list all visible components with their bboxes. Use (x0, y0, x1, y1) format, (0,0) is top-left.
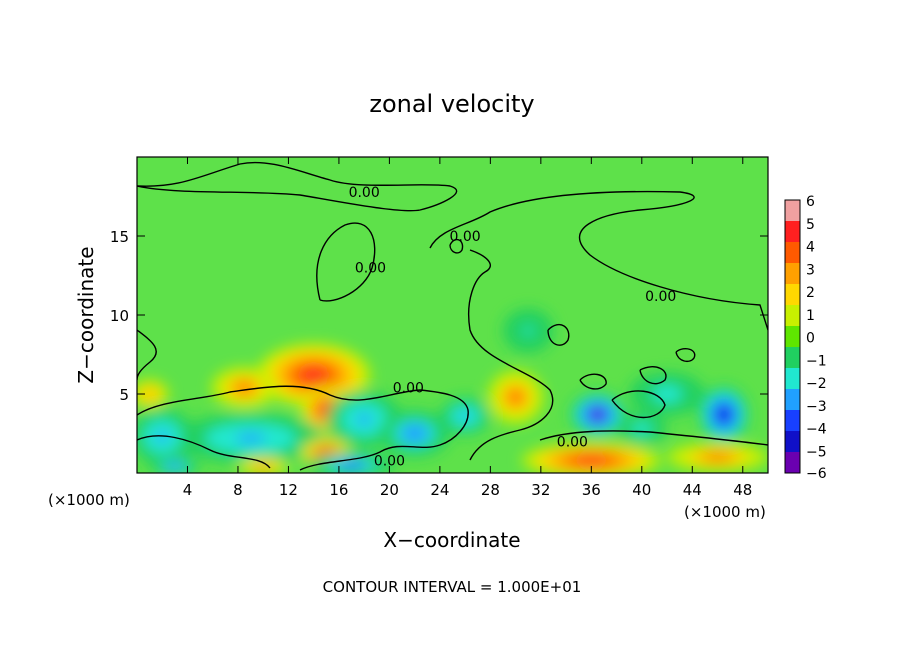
colorbar-label: −3 (806, 399, 827, 415)
colorbar-swatch (785, 347, 800, 369)
field-cell (155, 430, 169, 443)
contour-label: 0.00 (349, 185, 380, 201)
contour-interval-note: CONTOUR INTERVAL = 1.000E+01 (323, 578, 582, 596)
chart-title: zonal velocity (369, 90, 534, 118)
field-cell (718, 408, 729, 421)
x-tick-label: 4 (183, 481, 193, 499)
colorbar-swatch (785, 200, 800, 222)
contour-line (579, 373, 607, 390)
x-tick-label: 32 (531, 481, 550, 499)
y-tick-label: 15 (110, 228, 129, 246)
field-cell (145, 391, 154, 397)
x-tick-label: 16 (329, 481, 348, 499)
field-cell (577, 456, 606, 464)
contour-line (137, 329, 157, 381)
colorbar-label: −6 (806, 466, 827, 482)
colorbar-label: −4 (806, 422, 827, 438)
field-cell (235, 433, 266, 444)
colorbar-swatch (785, 242, 800, 264)
colorbar-label: 2 (806, 285, 815, 301)
x-tick-label: 24 (430, 481, 449, 499)
field-cell (659, 389, 675, 399)
x-tick-label: 12 (279, 481, 298, 499)
contour-line (137, 435, 271, 469)
field-cell (169, 464, 180, 469)
contour-label: 0.00 (450, 229, 481, 245)
colorbar-label: 4 (806, 240, 815, 256)
colorbar-swatch (785, 263, 800, 285)
field-cell (302, 368, 326, 382)
colorbar-label: −5 (806, 444, 827, 460)
y-tick-label: 5 (119, 386, 129, 404)
colorbar-swatch (785, 389, 800, 411)
x-axis: 4 8 12 16 20 24 28 32 36 40 44 48 (183, 157, 752, 499)
field-cell (510, 391, 522, 403)
x-unit-left: (×1000 m) (48, 491, 130, 509)
plot-area: 0.00 0.00 0.00 0.00 0.00 0.00 0.00 (136, 156, 769, 474)
field-cell (407, 428, 422, 439)
colorbar-swatch (785, 284, 800, 306)
field-cell (592, 410, 604, 419)
contour-label: 0.00 (557, 434, 588, 450)
field-cell (258, 464, 269, 469)
x-tick-label: 36 (582, 481, 601, 499)
contour-line (429, 190, 768, 331)
field-cell (636, 425, 647, 432)
x-tick-label: 40 (632, 481, 651, 499)
contour-label: 0.00 (393, 381, 424, 397)
contour-line (316, 222, 376, 302)
field-cell (523, 326, 534, 336)
colorbar-swatch (785, 326, 800, 348)
contour-label: 0.00 (645, 289, 676, 305)
x-axis-label: X−coordinate (383, 528, 520, 552)
field-cell (342, 462, 361, 468)
colorbar-label: 1 (806, 308, 815, 324)
colorbar-swatch (785, 221, 800, 243)
contour-lines (137, 161, 768, 471)
contour-label: 0.00 (374, 453, 405, 469)
contour-line (611, 390, 666, 419)
colorbar-swatch (785, 431, 800, 453)
colorbar-label: 6 (806, 194, 815, 210)
x-unit-right: (×1000 m) (684, 503, 766, 521)
field-cell (707, 454, 728, 461)
x-tick-label: 8 (233, 481, 243, 499)
contour-label: 0.00 (355, 261, 386, 277)
colorbar-frame (784, 199, 801, 474)
field-cell (356, 413, 372, 425)
x-tick-label: 28 (481, 481, 500, 499)
contour-line (539, 430, 768, 446)
colorbar-label: 0 (806, 331, 815, 347)
y-tick-label: 10 (110, 307, 129, 325)
colorbar-swatch (785, 305, 800, 327)
colorbar-label: 5 (806, 217, 815, 233)
contour-line (675, 348, 696, 363)
y-axis: 5 10 15 (110, 228, 768, 404)
x-tick-label: 44 (683, 481, 702, 499)
colorbar-label: 3 (806, 262, 815, 278)
colorbar: 6 5 4 3 2 1 0 −1 −2 −3 −4 −5 −6 (784, 194, 827, 482)
x-tick-label: 20 (380, 481, 399, 499)
contour-line (547, 324, 570, 346)
x-tick-label: 48 (733, 481, 752, 499)
contour-line (137, 161, 458, 212)
contour-line (468, 249, 554, 461)
colorbar-swatch (785, 368, 800, 390)
y-axis-label: Z−coordinate (74, 246, 98, 383)
contour-line (137, 385, 469, 471)
colorbar-label: −1 (806, 353, 827, 369)
contour-line (639, 366, 667, 385)
colorbar-swatch (785, 452, 800, 474)
colorbar-swatch (785, 410, 800, 432)
contour-line (449, 238, 464, 254)
colorbar-label: −2 (806, 376, 827, 392)
